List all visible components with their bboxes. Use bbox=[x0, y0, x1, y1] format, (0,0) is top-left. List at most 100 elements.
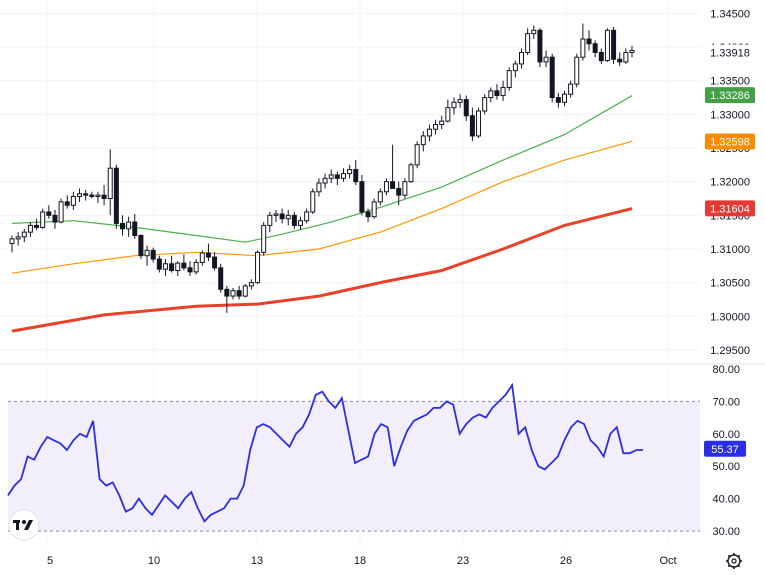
candle-body[interactable] bbox=[561, 93, 567, 103]
candle-body[interactable] bbox=[285, 214, 291, 220]
candle-body[interactable] bbox=[592, 43, 598, 53]
candle-body[interactable] bbox=[21, 231, 27, 238]
candle-body[interactable] bbox=[549, 56, 555, 99]
candle-body[interactable] bbox=[402, 181, 408, 196]
candle-body[interactable] bbox=[604, 29, 610, 62]
candle-body[interactable] bbox=[586, 38, 592, 45]
candle-body[interactable] bbox=[267, 214, 273, 226]
candle-body[interactable] bbox=[531, 29, 537, 35]
candle-body[interactable] bbox=[457, 99, 463, 103]
candle-body[interactable] bbox=[310, 191, 316, 213]
candle-body[interactable] bbox=[371, 201, 377, 218]
candle-body[interactable] bbox=[322, 177, 328, 184]
candle-body[interactable] bbox=[70, 195, 76, 206]
candle-body[interactable] bbox=[40, 211, 46, 228]
candle-body[interactable] bbox=[273, 213, 279, 216]
candle-body[interactable] bbox=[390, 181, 396, 189]
candle-body[interactable] bbox=[9, 238, 15, 245]
candle-body[interactable] bbox=[150, 249, 156, 260]
candle-body[interactable] bbox=[261, 224, 267, 253]
candle-body[interactable] bbox=[426, 128, 432, 137]
candle-body[interactable] bbox=[463, 99, 469, 117]
candle-body[interactable] bbox=[193, 261, 199, 273]
candle-body[interactable] bbox=[488, 90, 494, 99]
candle-body[interactable] bbox=[224, 288, 230, 297]
candle-body[interactable] bbox=[482, 97, 488, 112]
candle-body[interactable] bbox=[420, 135, 426, 146]
candle-body[interactable] bbox=[181, 262, 187, 269]
candle-body[interactable] bbox=[119, 222, 125, 230]
candle-body[interactable] bbox=[34, 224, 40, 228]
candle-body[interactable] bbox=[89, 194, 95, 197]
candle-body[interactable] bbox=[113, 167, 119, 224]
candle-body[interactable] bbox=[617, 58, 623, 63]
candle-body[interactable] bbox=[439, 120, 445, 125]
candle-body[interactable] bbox=[451, 101, 457, 109]
candle-body[interactable] bbox=[365, 211, 371, 218]
candle-body[interactable] bbox=[304, 211, 310, 222]
candle-body[interactable] bbox=[377, 191, 383, 203]
candle-body[interactable] bbox=[15, 236, 21, 240]
candle-body[interactable] bbox=[359, 181, 365, 213]
candle-body[interactable] bbox=[101, 194, 107, 200]
candle-body[interactable] bbox=[555, 97, 561, 103]
candle-body[interactable] bbox=[629, 49, 635, 53]
candle-body[interactable] bbox=[83, 193, 89, 196]
candle-body[interactable] bbox=[169, 263, 175, 272]
candle-body[interactable] bbox=[77, 193, 83, 197]
candle-body[interactable] bbox=[519, 51, 525, 65]
candle-body[interactable] bbox=[298, 220, 304, 226]
candle-body[interactable] bbox=[132, 221, 138, 237]
candle-body[interactable] bbox=[248, 282, 254, 287]
candle-body[interactable] bbox=[58, 201, 64, 223]
candle-body[interactable] bbox=[27, 224, 33, 233]
candle-body[interactable] bbox=[580, 38, 586, 58]
candle-body[interactable] bbox=[126, 221, 132, 230]
candle-body[interactable] bbox=[156, 258, 162, 270]
candle-body[interactable] bbox=[525, 33, 531, 53]
candle-body[interactable] bbox=[218, 267, 224, 290]
candle-body[interactable] bbox=[279, 213, 285, 220]
candle-body[interactable] bbox=[144, 249, 150, 257]
candle-body[interactable] bbox=[107, 167, 113, 200]
candle-body[interactable] bbox=[230, 290, 236, 297]
candle-body[interactable] bbox=[574, 56, 580, 85]
candle-body[interactable] bbox=[598, 51, 604, 62]
candle-body[interactable] bbox=[408, 164, 414, 183]
candle-body[interactable] bbox=[340, 173, 346, 179]
candle-body[interactable] bbox=[500, 86, 506, 97]
candle-body[interactable] bbox=[199, 252, 205, 263]
candle-body[interactable] bbox=[383, 181, 389, 193]
candle-body[interactable] bbox=[205, 252, 211, 258]
candle-body[interactable] bbox=[162, 263, 168, 270]
candle-body[interactable] bbox=[506, 70, 512, 88]
candle-body[interactable] bbox=[543, 56, 549, 63]
candle-body[interactable] bbox=[512, 63, 518, 72]
candle-body[interactable] bbox=[433, 123, 439, 130]
candle-body[interactable] bbox=[396, 187, 402, 196]
candle-body[interactable] bbox=[187, 267, 193, 273]
candle-body[interactable] bbox=[316, 182, 322, 193]
candle-body[interactable] bbox=[46, 211, 52, 216]
candle-body[interactable] bbox=[537, 29, 543, 63]
gear-icon[interactable] bbox=[727, 554, 741, 568]
candle-body[interactable] bbox=[138, 235, 144, 257]
candle-body[interactable] bbox=[469, 115, 475, 137]
candle-body[interactable] bbox=[242, 285, 248, 297]
candle-body[interactable] bbox=[347, 169, 353, 175]
candle-body[interactable] bbox=[353, 169, 359, 183]
candle-body[interactable] bbox=[611, 29, 617, 60]
candle-body[interactable] bbox=[623, 51, 629, 63]
candle-body[interactable] bbox=[52, 214, 58, 223]
candle-body[interactable] bbox=[445, 107, 451, 122]
candle-body[interactable] bbox=[414, 144, 420, 166]
candle-body[interactable] bbox=[236, 290, 242, 297]
tradingview-logo[interactable] bbox=[8, 509, 40, 541]
candle-body[interactable] bbox=[291, 214, 297, 226]
candle-body[interactable] bbox=[95, 194, 101, 197]
candle-body[interactable] bbox=[476, 110, 482, 137]
candle-body[interactable] bbox=[64, 201, 70, 206]
candle-body[interactable] bbox=[328, 174, 334, 179]
candle-body[interactable] bbox=[175, 262, 181, 272]
